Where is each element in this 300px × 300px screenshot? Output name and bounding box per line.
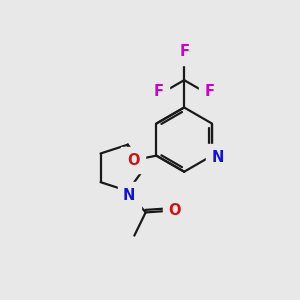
Text: N: N (212, 150, 224, 165)
Text: O: O (127, 153, 140, 168)
Text: O: O (169, 203, 181, 218)
Text: F: F (154, 84, 164, 99)
Text: N: N (123, 188, 136, 203)
Text: F: F (205, 84, 214, 99)
Text: F: F (179, 44, 189, 59)
